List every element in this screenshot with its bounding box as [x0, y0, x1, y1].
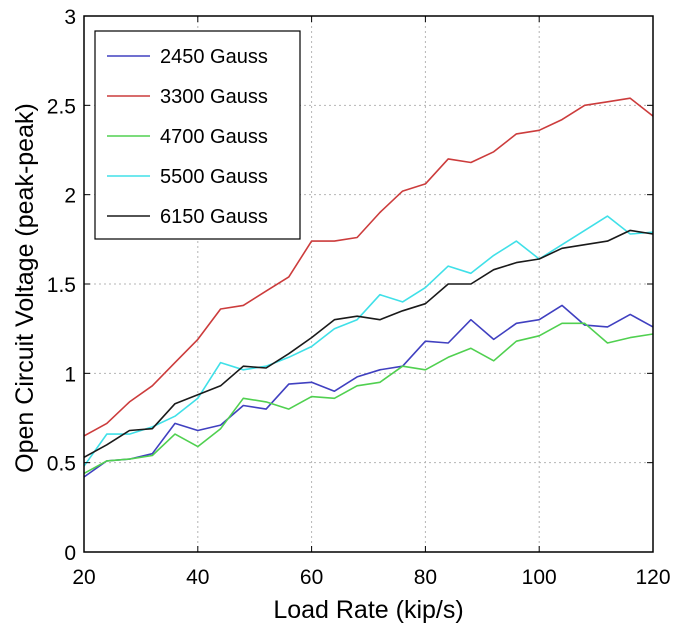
series-line-2450-gauss — [83, 304, 654, 478]
y-tick-label: 3 — [64, 6, 76, 29]
legend: 2450 Gauss 3300 Gauss 4700 Gauss 5500 Gauss… — [94, 30, 301, 240]
legend-entry-label: 2450 Gauss — [160, 46, 268, 68]
x-tick-label: 20 — [72, 566, 95, 589]
x-tick-label: 120 — [635, 566, 670, 589]
series-line-6150-gauss — [83, 229, 654, 459]
axis-ticks: 20 40 60 80 100 120 0 0.5 1 1.5 2 2.5 3 — [47, 6, 671, 589]
legend-entry-label: 3300 Gauss — [160, 86, 268, 108]
x-axis-label: Load Rate (kip/s) — [273, 596, 463, 624]
y-tick-label: 2 — [64, 185, 76, 208]
y-tick-label: 2.5 — [47, 95, 76, 118]
y-tick-label: 1 — [64, 363, 76, 386]
y-tick-label: 1.5 — [47, 274, 76, 297]
legend-entry-label: 4700 Gauss — [160, 126, 268, 148]
x-tick-label: 80 — [414, 566, 437, 589]
x-tick-label: 100 — [522, 566, 557, 589]
x-tick-label: 60 — [300, 566, 323, 589]
grid-lines — [84, 16, 653, 552]
series-line-5500-gauss — [83, 215, 654, 467]
y-tick-label: 0.5 — [47, 453, 76, 476]
legend-entry-label: 6150 Gauss — [160, 206, 268, 228]
y-axis-label: Open Circuit Voltage (peak-peak) — [11, 103, 39, 473]
series-line-4700-gauss — [83, 322, 654, 475]
x-tick-label: 40 — [186, 566, 209, 589]
y-tick-label: 0 — [64, 542, 76, 565]
legend-box — [94, 30, 301, 240]
legend-entry-label: 5500 Gauss — [160, 166, 268, 188]
series-lines — [83, 97, 654, 478]
series-line-3300-gauss — [83, 97, 654, 437]
